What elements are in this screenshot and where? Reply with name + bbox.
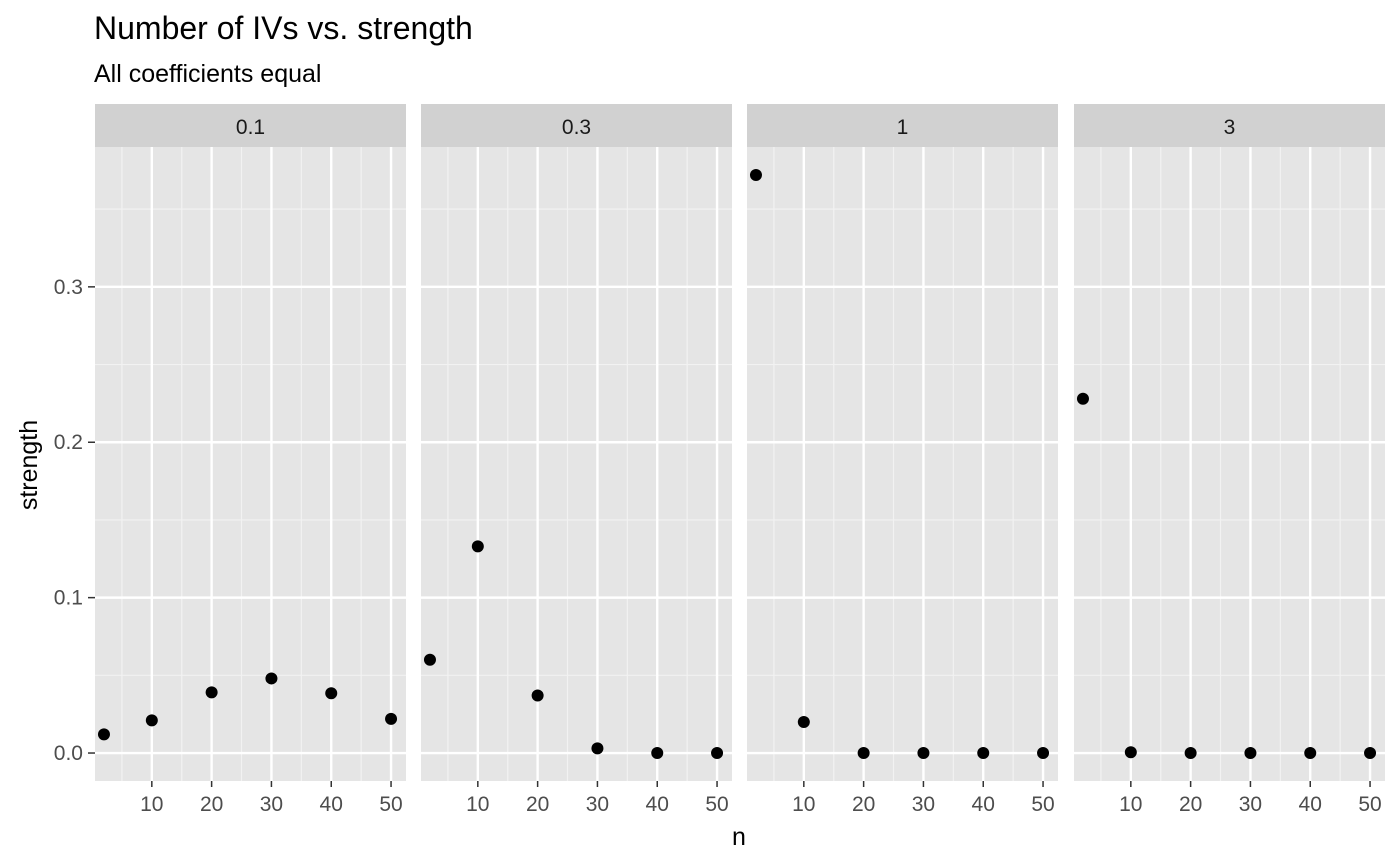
plot-background [95, 147, 406, 781]
data-point [145, 714, 158, 727]
x-tick-label: 40 [1299, 793, 1322, 816]
data-point [917, 747, 930, 760]
x-tick-label: 20 [852, 793, 875, 816]
data-point [797, 715, 810, 728]
data-point [325, 687, 338, 700]
facet-strip-label: 3 [1224, 116, 1236, 139]
data-point [1244, 747, 1257, 760]
x-tick-label: 30 [912, 793, 935, 816]
data-point [1364, 747, 1377, 760]
x-tick-label: 20 [526, 793, 549, 816]
chart-subtitle: All coefficients equal [94, 60, 321, 88]
facet-strip-label: 0.1 [236, 116, 265, 139]
x-tick-label: 10 [792, 793, 815, 816]
facet-strip [95, 104, 406, 147]
facet-strip-label: 0.3 [562, 116, 591, 139]
chart-title: Number of IVs vs. strength [94, 10, 473, 46]
facet-strip-label: 1 [897, 116, 909, 139]
y-axis: 0.0 0.1 0.2 0.3 [54, 276, 95, 765]
x-tick-label: 20 [200, 793, 223, 816]
x-tick-label: 50 [705, 793, 728, 816]
data-point [97, 728, 110, 741]
facet-panel-0-3: 0.3 10 20 30 40 50 [421, 104, 732, 816]
data-point [471, 540, 484, 553]
y-tick-label: 0.2 [54, 431, 83, 454]
data-point [1124, 746, 1137, 759]
data-point [591, 742, 604, 755]
y-axis-title: strength [15, 420, 43, 510]
data-point [1304, 747, 1317, 760]
y-tick-label: 0.3 [54, 276, 83, 299]
x-tick-label: 10 [140, 793, 163, 816]
plot-background [421, 147, 732, 781]
x-tick-label: 50 [1031, 793, 1054, 816]
facet-panels: 0.1 10 20 30 40 50 0.3 10 20 30 40 50 1 10 20 30 40 50 3 10… [95, 104, 1385, 816]
x-tick-label: 40 [972, 793, 995, 816]
facet-panel-0-1: 0.1 10 20 30 40 50 [95, 104, 406, 816]
x-tick-label: 40 [646, 793, 669, 816]
facet-panel-3: 3 10 20 30 40 50 [1074, 104, 1385, 816]
facet-strip [747, 104, 1058, 147]
x-tick-label: 40 [320, 793, 343, 816]
facet-panel-1: 1 10 20 30 40 50 [747, 104, 1058, 816]
x-tick-label: 30 [586, 793, 609, 816]
x-tick-label: 20 [1179, 793, 1202, 816]
data-point [1184, 747, 1197, 760]
data-point [651, 747, 664, 760]
data-point [423, 653, 436, 666]
y-tick-label: 0.1 [54, 587, 83, 610]
x-tick-label: 30 [1239, 793, 1262, 816]
data-point [749, 168, 762, 181]
facet-strip [1074, 104, 1385, 147]
data-point [385, 712, 398, 725]
data-point [531, 689, 544, 702]
x-axis-title: n [732, 823, 746, 851]
data-point [265, 672, 278, 685]
data-point [1076, 392, 1089, 405]
data-point [711, 747, 724, 760]
plot-background [747, 147, 1058, 781]
plot-background [1074, 147, 1385, 781]
facet-strip [421, 104, 732, 147]
data-point [857, 747, 870, 760]
y-tick-label: 0.0 [54, 742, 83, 765]
x-tick-label: 10 [1119, 793, 1142, 816]
data-point [977, 747, 990, 760]
x-tick-label: 10 [466, 793, 489, 816]
x-tick-label: 50 [379, 793, 402, 816]
x-tick-label: 30 [260, 793, 283, 816]
data-point [1037, 747, 1050, 760]
x-tick-label: 50 [1358, 793, 1381, 816]
data-point [205, 686, 218, 699]
